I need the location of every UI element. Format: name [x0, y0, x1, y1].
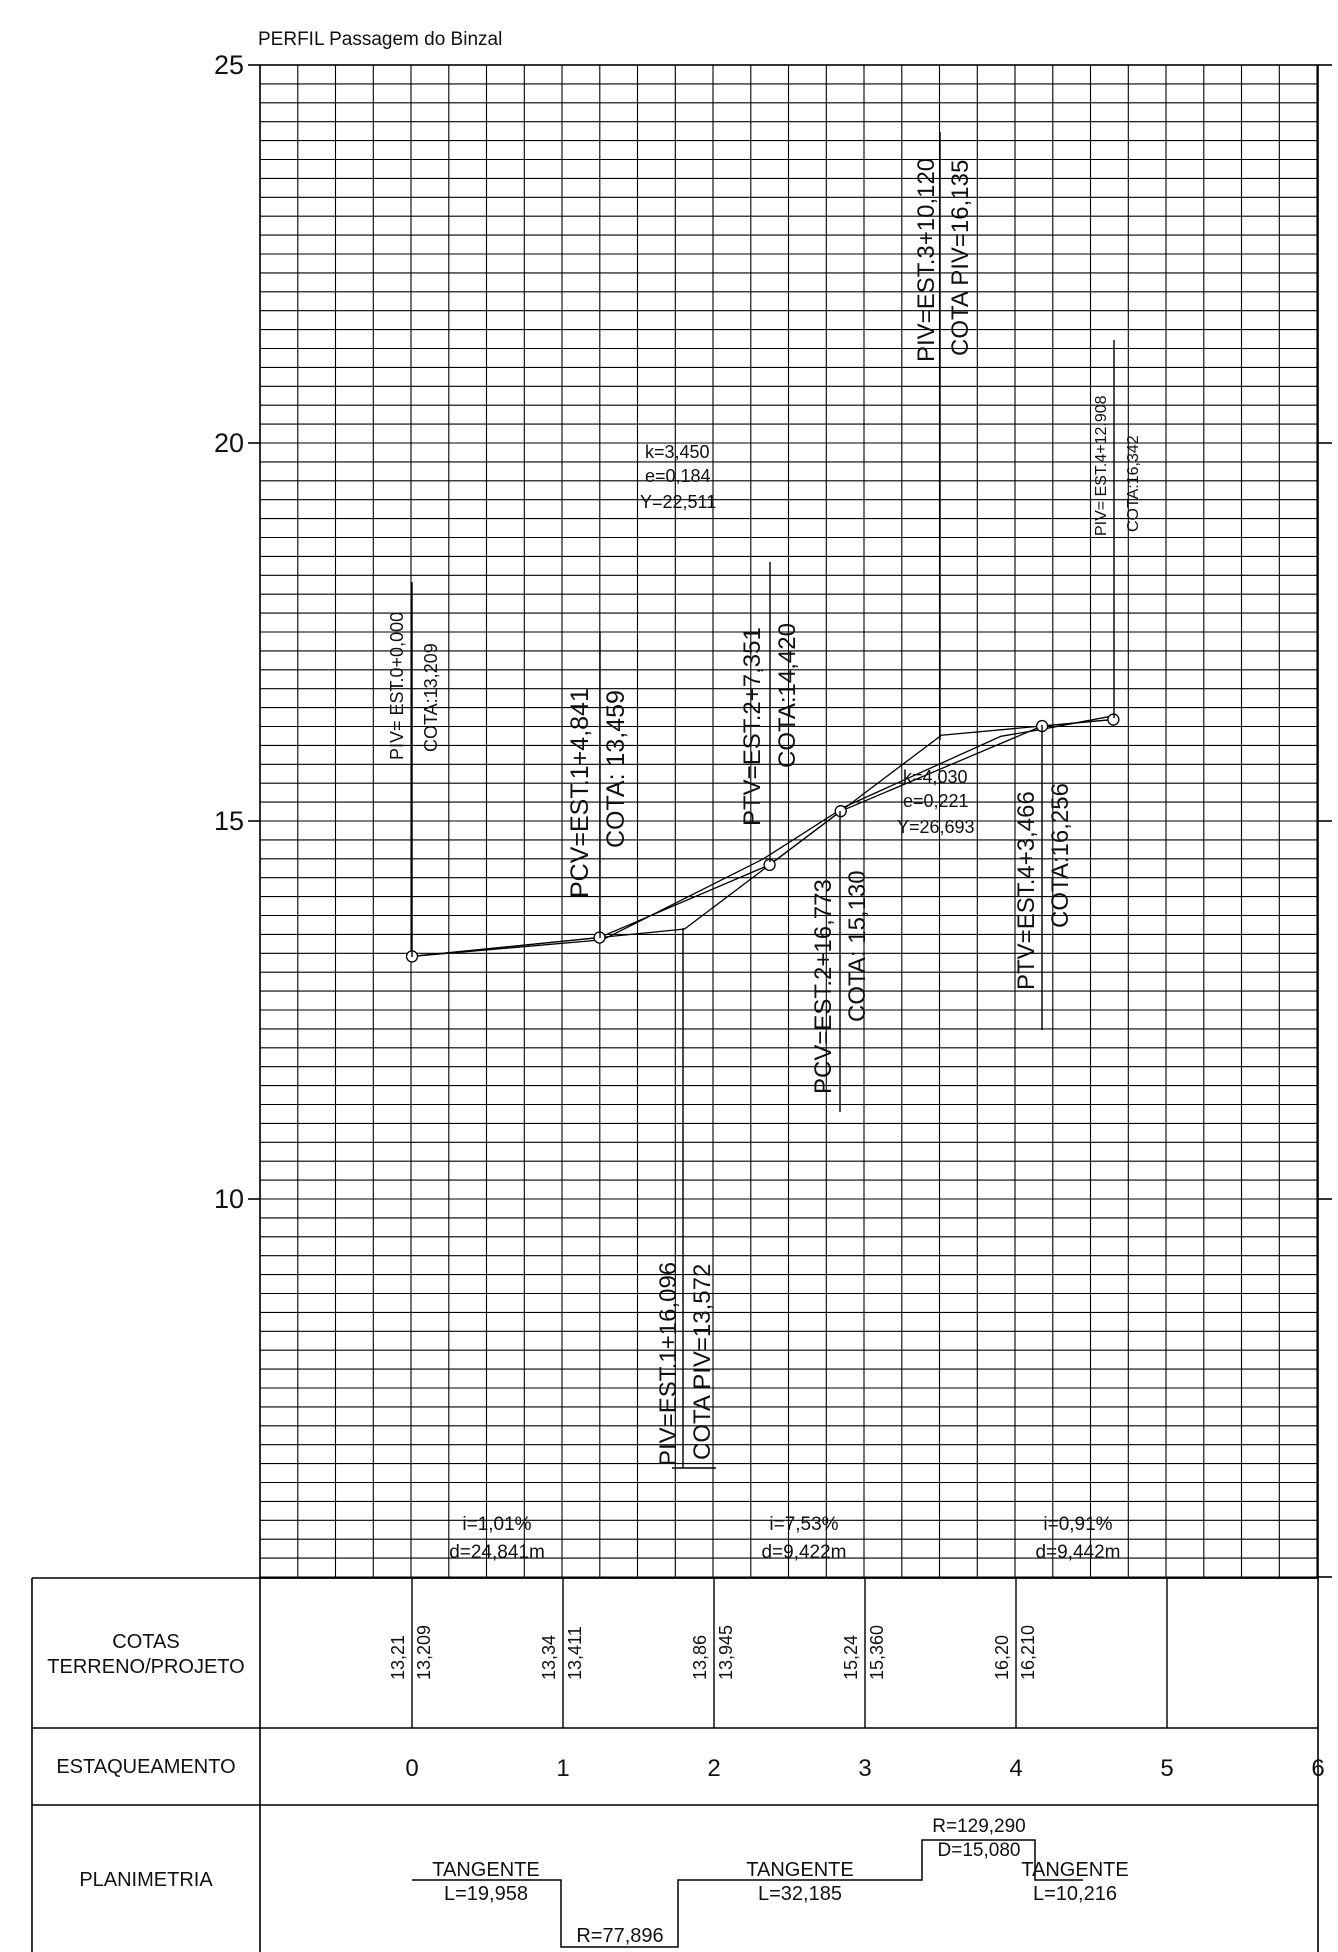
cota-projeto: 13,945	[716, 1625, 736, 1680]
cota-terreno: 16,20	[992, 1635, 1012, 1680]
tangente3-label: TANGENTE	[1021, 1859, 1128, 1881]
curve2-k: k=4,030	[903, 767, 968, 787]
pcv2-label: PCV=EST.2+16,773	[810, 879, 837, 1094]
cotas-row-label: COTAS	[112, 1631, 179, 1653]
piv3-label: PIV= EST.4+12,908	[1093, 395, 1110, 536]
cota-projeto: 16,210	[1018, 1625, 1038, 1680]
pcv1-cota: COTA: 13,459	[602, 690, 630, 848]
cota-terreno: 15,24	[841, 1635, 861, 1680]
station-label: 2	[707, 1755, 720, 1782]
curve2-radius: R=129,290	[932, 1816, 1026, 1837]
cota-terreno: 13,21	[388, 1635, 408, 1680]
curve1-k: k=3,450	[645, 442, 710, 462]
y-tick-label: 25	[214, 50, 244, 80]
cota-projeto: 15,360	[867, 1625, 887, 1680]
ptv2-cota: COTA:16,256	[1047, 783, 1074, 928]
piv0-label: PIV= EST.0+0,000	[387, 612, 407, 760]
cota-terreno: 13,34	[539, 1635, 559, 1680]
data-table: COTAS TERRENO/PROJETO ESTAQUEAMENTO PLANIME…	[47, 1578, 1325, 1948]
curve1-y: Y=22,511	[640, 492, 716, 512]
gradient-i: i=1,01%	[462, 1514, 531, 1535]
tangente1-label: TANGENTE	[432, 1859, 539, 1881]
cota-projeto: 13,209	[414, 1625, 434, 1680]
station-label: 6	[1311, 1755, 1324, 1782]
pcv2-cota: COTA: 15,130	[844, 870, 871, 1022]
tangente3-length: L=10,216	[1033, 1883, 1117, 1905]
cotas-row-label: TERRENO/PROJETO	[47, 1656, 244, 1678]
piv2-cota: COTA PIV=16,135	[947, 160, 974, 356]
ptv1-cota: COTA:14,420	[774, 623, 801, 768]
gradient-i: i=7,53%	[769, 1514, 838, 1535]
station-label: 5	[1160, 1755, 1173, 1782]
annotation-labels: PIV= EST.0+0,000 COTA:13,209 PCV=EST.1+4,8…	[387, 158, 1142, 1563]
drawing-title: PERFIL Passagem do Binzal	[258, 29, 502, 50]
gradient-i: i=0,91%	[1043, 1514, 1112, 1535]
piv2-label: PIV=EST.3+10,120	[913, 158, 940, 362]
piv1-cota: COTA PIV=13,572	[689, 1264, 716, 1460]
ptv1-label: PTV=EST.2+7,351	[739, 627, 766, 826]
piv1-label: PIV=EST.1+16,096	[655, 1262, 682, 1466]
tangente1-length: L=19,958	[444, 1883, 528, 1905]
planimetria-diagram	[412, 1839, 1083, 1948]
pcv1-label: PCV=EST.1+4,841	[566, 688, 594, 898]
gradient-d: d=24,841m	[449, 1542, 545, 1563]
estaqueamento-row-label: ESTAQUEAMENTO	[56, 1756, 235, 1778]
curve2-e: e=0,221	[903, 791, 969, 811]
gradient-d: d=9,442m	[1035, 1542, 1120, 1563]
curve2-y: Y=26,693	[897, 817, 975, 837]
planimetria-row-label: PLANIMETRIA	[79, 1869, 213, 1891]
annotation-leaders	[411, 132, 1115, 1469]
axis-ticks: 25 20 15 10	[214, 50, 1332, 1578]
tangente2-label: TANGENTE	[746, 1859, 853, 1881]
curve1-e: e=0,184	[645, 466, 711, 486]
frame	[31, 64, 1319, 1952]
tangente2-length: L=32,185	[758, 1883, 842, 1905]
gradient-d: d=9,422m	[761, 1542, 846, 1563]
ptv2-label: PTV=EST.4+3,466	[1013, 791, 1040, 990]
cota-terreno: 13,86	[690, 1635, 710, 1680]
y-tick-label: 20	[214, 428, 244, 458]
curve2-development: D=15,080	[938, 1840, 1021, 1861]
piv0-cota: COTA:13,209	[421, 643, 441, 752]
piv3-cota: COTA:16,342	[1125, 435, 1142, 532]
station-label: 1	[556, 1755, 569, 1782]
station-label: 3	[858, 1755, 871, 1782]
station-label: 4	[1009, 1755, 1022, 1782]
cota-projeto: 13,411	[565, 1626, 585, 1680]
curve1-radius: R=77,896	[576, 1925, 663, 1947]
grid	[259, 64, 1318, 1578]
y-tick-label: 10	[214, 1184, 244, 1214]
station-label: 0	[405, 1755, 418, 1782]
y-tick-label: 15	[214, 806, 244, 836]
